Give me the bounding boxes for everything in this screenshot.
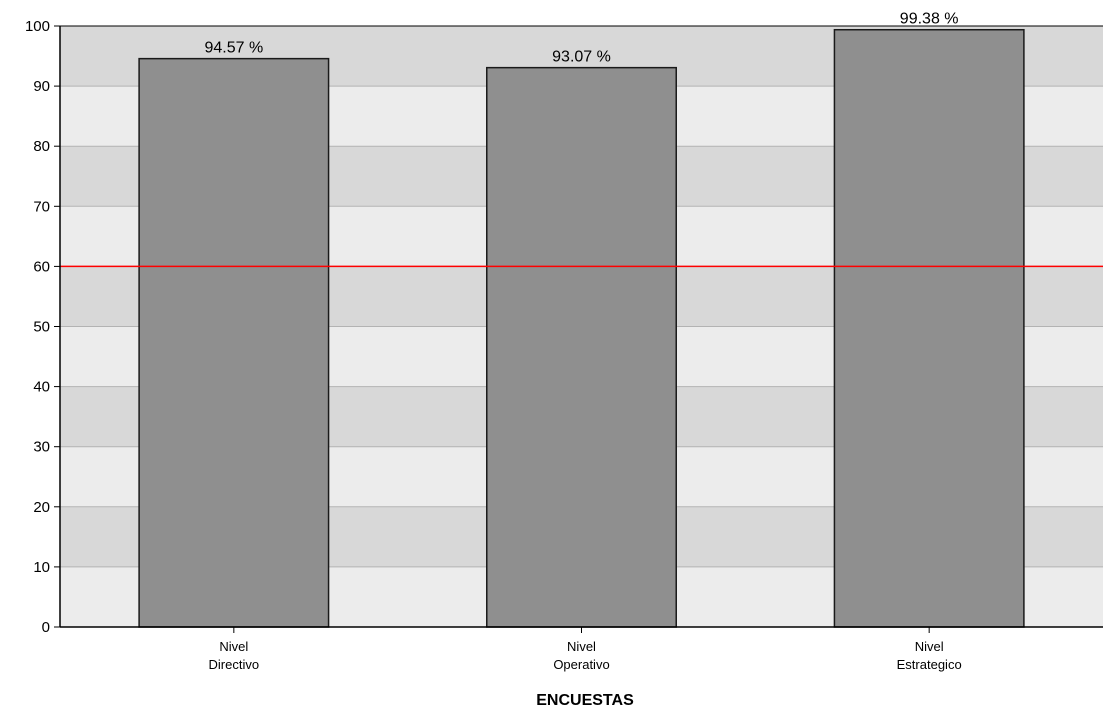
x-axis-ticks: Nivel Directivo Nivel Operativo Nivel Estrate… — [209, 627, 962, 672]
y-tick-label: 10 — [33, 559, 50, 576]
bar — [833, 28, 1025, 628]
data-label: 94.57 % — [204, 40, 263, 57]
x-axis-title: ENCUESTAS — [536, 692, 634, 709]
bar-series — [138, 28, 1025, 628]
x-tick-label: Nivel — [219, 639, 248, 654]
x-tick-label: Directivo — [209, 657, 260, 672]
y-tick-label: 100 — [25, 18, 50, 35]
y-tick-label: 30 — [33, 439, 50, 456]
x-tick-label: Operativo — [553, 657, 609, 672]
bar — [486, 66, 677, 628]
y-tick-label: 20 — [33, 499, 50, 516]
y-tick-label: 80 — [33, 138, 50, 155]
bar — [138, 57, 330, 628]
x-tick-label: Estrategico — [897, 657, 962, 672]
data-label: 93.07 % — [552, 49, 611, 66]
y-tick-label: 0 — [42, 619, 50, 636]
data-labels: 94.57 % 93.07 % 99.38 % — [204, 11, 958, 66]
x-tick-label: Nivel — [567, 639, 596, 654]
y-tick-label: 40 — [33, 379, 50, 396]
y-axis-ticks: 0 10 20 30 40 50 60 70 80 90 100 — [25, 18, 60, 636]
y-tick-label: 70 — [33, 198, 50, 215]
x-tick-label: Nivel — [915, 639, 944, 654]
y-tick-label: 90 — [33, 78, 50, 95]
y-tick-label: 50 — [33, 319, 50, 336]
y-tick-label: 60 — [33, 258, 50, 275]
data-label: 99.38 % — [900, 11, 959, 28]
